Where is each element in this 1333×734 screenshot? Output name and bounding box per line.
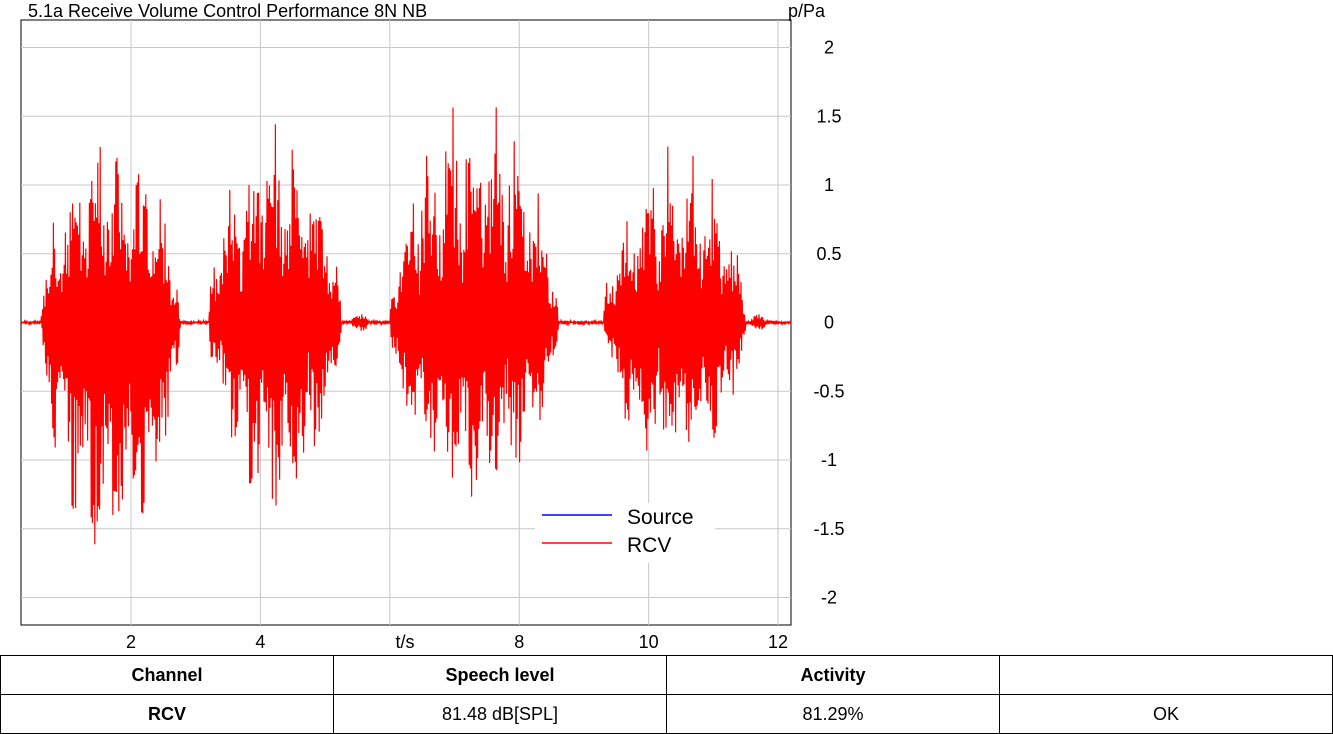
y-axis-label: p/Pa	[788, 1, 826, 21]
y-tick-label: -1	[821, 450, 837, 470]
y-tick-labels: 2 1.5 1 0.5 0 -0.5 -1 -1.5 -2	[813, 38, 844, 608]
x-tick-label: 4	[255, 632, 265, 652]
cell-channel: RCV	[0, 694, 334, 734]
legend-label-rcv: RCV	[627, 534, 671, 557]
y-tick-label: -1.5	[813, 519, 844, 539]
x-tick-label: 2	[126, 632, 136, 652]
header-activity: Activity	[666, 655, 1000, 695]
cell-activity: 81.29%	[666, 694, 1000, 734]
y-tick-label: 0	[824, 313, 834, 333]
cell-status: OK	[999, 694, 1333, 734]
y-tick-label: -2	[821, 588, 837, 608]
x-axis-label: t/s	[395, 632, 414, 652]
waveform-traces	[20, 107, 792, 545]
waveform-chart: 2 1.5 1 0.5 0 -0.5 -1 -1.5 -2 2 4 8 10 12 5.1a Recei…	[20, 1, 845, 652]
cell-speech-level: 81.48 dB[SPL]	[333, 694, 667, 734]
series-line-rcv	[20, 107, 792, 545]
x-tick-labels: 2 4 8 10 12	[126, 632, 788, 652]
results-table: Channel Speech level Activity RCV 81.48 …	[0, 655, 1333, 734]
y-tick-label: 2	[824, 38, 834, 58]
x-tick-label: 8	[514, 632, 524, 652]
y-tick-label: 0.5	[816, 244, 841, 264]
y-tick-label: -0.5	[813, 381, 844, 401]
table-header-row: Channel Speech level Activity	[0, 655, 1333, 695]
chart-title: 5.1a Receive Volume Control Performance …	[28, 1, 427, 21]
x-tick-label: 12	[768, 632, 788, 652]
header-channel: Channel	[0, 655, 334, 695]
y-tick-label: 1	[824, 175, 834, 195]
legend-label-source: Source	[627, 506, 694, 529]
y-tick-label: 1.5	[816, 106, 841, 126]
legend-box	[535, 503, 715, 563]
header-status	[999, 655, 1333, 695]
header-speech-level: Speech level	[333, 655, 667, 695]
legend: Source RCV	[535, 503, 715, 563]
x-tick-label: 10	[639, 632, 659, 652]
table-row: RCV 81.48 dB[SPL] 81.29% OK	[0, 694, 1333, 734]
